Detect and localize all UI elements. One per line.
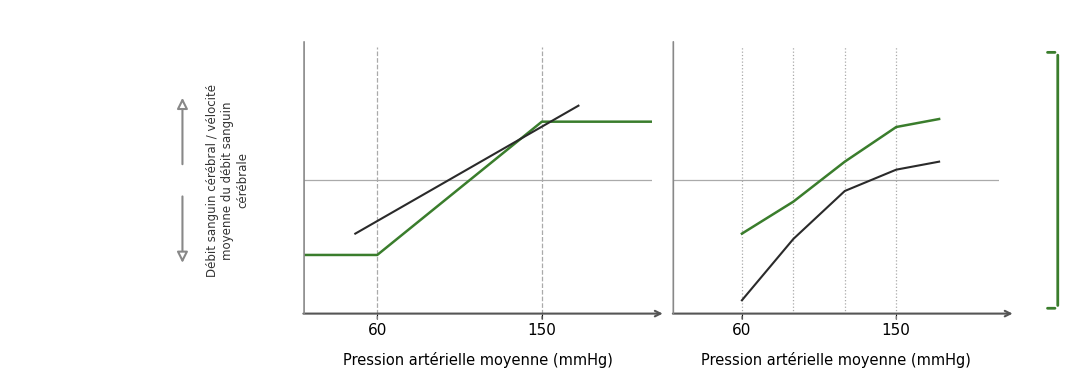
X-axis label: Pression artérielle moyenne (mmHg): Pression artérielle moyenne (mmHg) xyxy=(343,352,613,368)
X-axis label: Pression artérielle moyenne (mmHg): Pression artérielle moyenne (mmHg) xyxy=(702,352,971,368)
Text: Débit sanguin cérébral / vélocité
moyenne du débit sanguin
cérébrale: Débit sanguin cérébral / vélocité moyenn… xyxy=(206,84,249,277)
